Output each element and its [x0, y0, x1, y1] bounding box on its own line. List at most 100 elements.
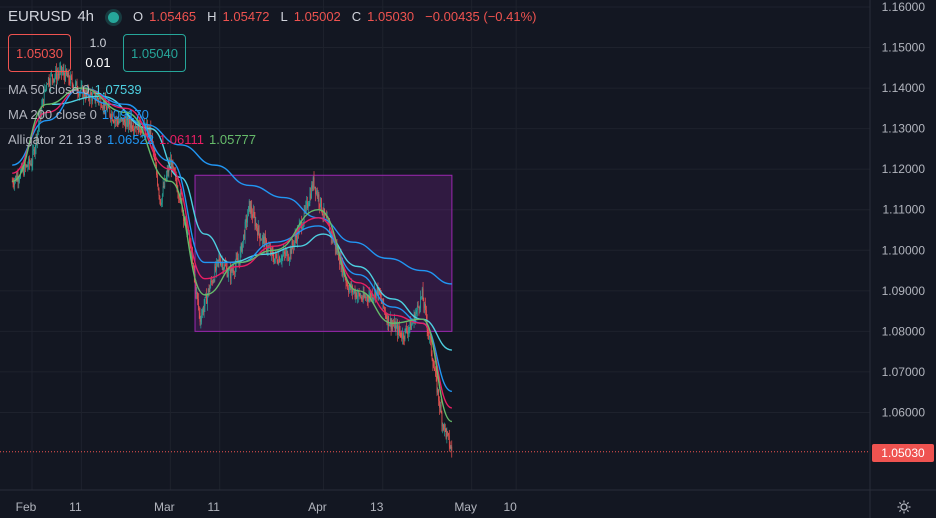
candle-body [14, 179, 16, 186]
indicator-lines [12, 87, 453, 423]
candle-body [58, 74, 60, 76]
candle-body [435, 371, 437, 376]
candle-body [186, 220, 188, 237]
candle-body [252, 214, 253, 218]
candle-body [316, 190, 318, 197]
candle-body [309, 193, 311, 204]
indicator-label: MA 50 close 0 [8, 82, 90, 97]
candle-body [31, 164, 33, 166]
candle-body [118, 121, 120, 125]
candle-body [444, 424, 446, 429]
candle-body [225, 265, 227, 268]
candle-body [370, 292, 371, 298]
series-ma-50-close-0 [51, 95, 453, 351]
indicator-ma200[interactable]: MA 200 close 0 1.09170 [8, 107, 149, 123]
status-dot-icon [108, 11, 120, 23]
y-tick-label: 1.16000 [882, 0, 926, 14]
candle-body [441, 412, 443, 427]
candle-body [258, 225, 260, 234]
candle-body [76, 81, 78, 92]
candle-body [133, 129, 134, 131]
candle-body [403, 333, 404, 339]
candle-body [244, 222, 246, 239]
candle-body [296, 237, 298, 242]
candle-body [161, 202, 162, 205]
candle-body [136, 126, 138, 130]
candle-body [90, 92, 92, 95]
candle-body [163, 186, 165, 188]
candle-body [319, 203, 321, 207]
candle-body [344, 276, 346, 279]
candle-body [213, 280, 215, 282]
candle-body [303, 209, 305, 223]
candle-body [305, 204, 307, 210]
candle-body [101, 106, 102, 108]
candle-body [265, 236, 266, 240]
candle-body [405, 327, 407, 329]
candle-body [185, 217, 187, 221]
candle-body [251, 206, 253, 215]
candle-body [106, 105, 107, 111]
candle-body [255, 223, 257, 227]
candle-body [234, 265, 236, 273]
candle-body [237, 258, 239, 262]
y-tick-label: 1.11000 [883, 203, 926, 217]
candle-body [247, 216, 248, 223]
candle-body [48, 77, 50, 84]
candle-body [362, 292, 364, 300]
candle-body [367, 299, 369, 302]
candle-body [160, 199, 162, 205]
candle-body [155, 160, 157, 166]
candle-body [425, 310, 427, 321]
candle-body [225, 264, 226, 266]
candle-body [115, 119, 116, 121]
candle-body [145, 126, 147, 135]
candle-body [400, 332, 402, 337]
candle-body [148, 127, 150, 136]
timeframe[interactable]: 4h [77, 8, 95, 25]
candle-body [273, 258, 275, 263]
candle-body [282, 254, 284, 257]
sell-button[interactable]: 1.05030 [8, 34, 71, 72]
candle-body [107, 107, 108, 111]
candle-body [386, 317, 388, 324]
candle-body [407, 330, 409, 335]
candle-body [157, 184, 159, 190]
candle-body [43, 89, 45, 105]
gear-icon[interactable] [896, 499, 912, 515]
candle-body [121, 118, 123, 120]
candle-body [52, 78, 54, 82]
candle-body [428, 332, 430, 337]
buy-button[interactable]: 1.05040 [123, 34, 186, 72]
candle-body [157, 174, 158, 185]
candle-body [248, 206, 249, 217]
candle-body [148, 127, 149, 136]
candle-body [253, 211, 255, 217]
candle-body [125, 120, 127, 129]
candle-body [129, 124, 131, 128]
indicator-alligator[interactable]: Alligator 21 13 8 1.06522 1.06111 1.05777 [8, 132, 256, 148]
candle-body [20, 165, 22, 171]
candle-body [200, 321, 202, 323]
candle-body [210, 280, 212, 287]
candle-body [42, 98, 43, 106]
candle-body [129, 117, 130, 125]
candle-body [403, 338, 405, 340]
candle-body [366, 296, 368, 300]
symbol-name[interactable]: EURUSD [8, 8, 72, 25]
indicator-value: 1.09170 [101, 107, 149, 122]
candle-body [429, 336, 430, 338]
candle-body [317, 194, 319, 197]
x-tick-label: 10 [503, 500, 517, 514]
candle-body [12, 181, 14, 184]
close-label: C [351, 9, 362, 24]
grid [0, 0, 870, 490]
lot-size[interactable]: 1.0 0.01 [78, 34, 118, 72]
candle-body [316, 190, 317, 195]
candle-body [267, 246, 269, 251]
candle-body [445, 428, 447, 438]
indicator-ma50[interactable]: MA 50 close 0 1.07539 [8, 82, 142, 98]
candle-body [15, 175, 17, 181]
candle-body [312, 177, 314, 189]
